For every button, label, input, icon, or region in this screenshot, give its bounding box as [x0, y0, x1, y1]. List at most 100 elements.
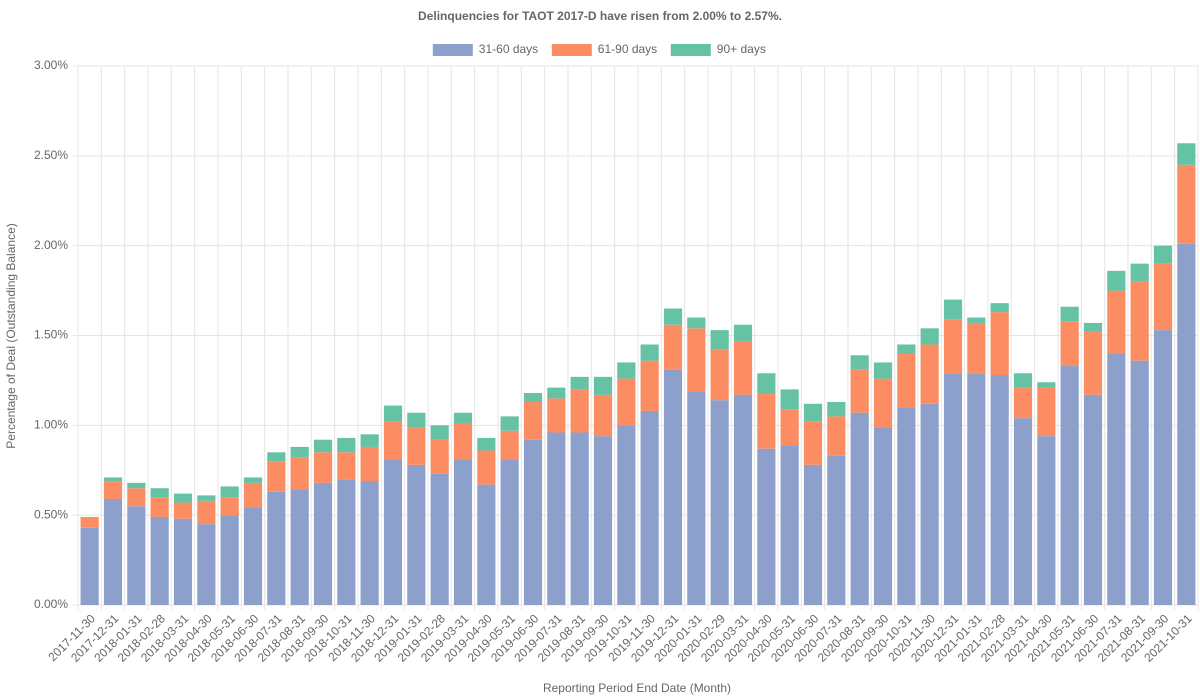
bar-segment	[173, 493, 193, 503]
bar-segment	[1153, 330, 1173, 605]
bar-segment	[500, 430, 519, 460]
bar-segment	[360, 434, 379, 447]
bar-segment	[617, 362, 636, 379]
bar-segment	[337, 437, 356, 453]
legend-swatch[interactable]	[432, 44, 473, 56]
bar-segment	[1130, 360, 1149, 605]
y-tick-label: 3.00%	[34, 58, 68, 72]
bar-segment	[173, 502, 193, 519]
bar-segment	[383, 421, 403, 460]
legend-label[interactable]: 61-90 days	[598, 42, 657, 56]
bar-segment	[850, 412, 869, 605]
bar-segment	[850, 369, 869, 413]
bar-segment	[920, 403, 939, 605]
bar-segment	[80, 527, 99, 605]
y-tick-label: 0.00%	[34, 597, 68, 611]
bar-segment	[197, 524, 216, 605]
bar-segment	[897, 353, 916, 408]
bar-segment	[127, 482, 146, 489]
bar-segment	[967, 317, 986, 323]
bar-segment	[547, 398, 566, 433]
bar-segment	[710, 349, 729, 401]
bar-segment	[967, 322, 986, 374]
bar-segment	[500, 416, 519, 431]
legend-swatch[interactable]	[551, 44, 592, 56]
bar-segment	[663, 369, 683, 605]
bar-segment	[570, 432, 589, 605]
bar-segment	[873, 362, 893, 379]
legend-label[interactable]: 31-60 days	[479, 42, 538, 56]
bar-segment	[943, 373, 963, 605]
bar-segment	[1083, 322, 1103, 332]
bar-segment	[383, 459, 403, 605]
bar-segment	[687, 391, 706, 605]
bar-segment	[943, 299, 963, 320]
bar-segment	[500, 459, 519, 605]
y-tick-label: 2.50%	[34, 148, 68, 162]
bar-segment	[570, 376, 589, 390]
y-tick-label: 2.00%	[34, 238, 68, 252]
bar-segment	[547, 387, 566, 399]
bar-segment	[103, 481, 123, 499]
bar-segment	[150, 497, 169, 517]
bar-segment	[663, 324, 683, 370]
bar-segment	[313, 452, 333, 483]
bar-segment	[1060, 306, 1079, 322]
bar-segment	[827, 455, 846, 605]
bar-segment	[243, 482, 263, 508]
bar-segment	[360, 481, 379, 605]
bar-segment	[570, 389, 589, 433]
bar-segment	[290, 457, 309, 491]
bar-segment	[1037, 387, 1056, 437]
bar-segment	[757, 392, 776, 449]
legend-swatch[interactable]	[670, 44, 711, 56]
legend-label[interactable]: 90+ days	[717, 42, 766, 56]
bar-segment	[1177, 243, 1196, 605]
bar-segment	[990, 312, 1009, 376]
bar-segment	[640, 410, 659, 605]
bar-segment	[990, 303, 1009, 313]
bar-segment	[523, 392, 543, 402]
bar-segment	[920, 328, 939, 345]
bar-segment	[430, 473, 449, 605]
bar-segment	[267, 452, 286, 462]
bar-segment	[313, 482, 333, 605]
bar-segment	[220, 486, 239, 498]
bar-segment	[617, 378, 636, 426]
bar-segment	[1013, 418, 1033, 605]
bar-segment	[1107, 353, 1126, 605]
bar-segment	[80, 516, 99, 528]
bar-segment	[1153, 263, 1173, 331]
bar-segment	[313, 439, 333, 453]
bar-segment	[453, 412, 473, 424]
bar-segment	[1177, 164, 1196, 244]
bar-segment	[1083, 331, 1103, 395]
bar-segment	[197, 500, 216, 525]
bar-segment	[803, 421, 823, 465]
bar-segment	[897, 407, 916, 605]
bar-segment	[920, 344, 939, 404]
bar-segment	[663, 308, 683, 325]
bar-segment	[827, 401, 846, 417]
bar-segment	[1130, 281, 1149, 361]
bar-segment	[1037, 382, 1056, 388]
bar-segment	[990, 375, 1009, 605]
bar-segment	[453, 423, 473, 460]
bar-segment	[687, 328, 706, 392]
bar-segment	[407, 464, 426, 605]
bar-segment	[547, 432, 566, 605]
bar-segment	[1153, 245, 1173, 264]
bar-segment	[523, 401, 543, 440]
y-tick-label: 0.50%	[34, 507, 68, 521]
bar-segment	[220, 515, 239, 605]
bar-segment	[243, 477, 263, 483]
bar-segment	[243, 507, 263, 605]
bar-segment	[780, 445, 799, 605]
bar-segment	[803, 464, 823, 605]
bar-segment	[687, 317, 706, 329]
bar-segment	[477, 437, 496, 451]
bar-segment	[453, 459, 473, 605]
bar-segment	[127, 488, 146, 507]
x-axis-label: Reporting Period End Date (Month)	[543, 681, 731, 695]
